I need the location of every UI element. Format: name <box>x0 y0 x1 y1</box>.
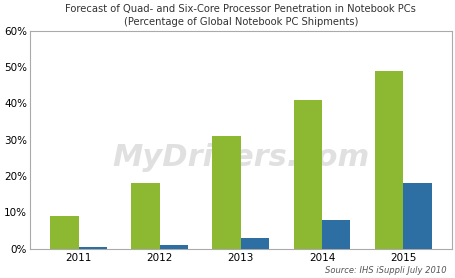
Bar <box>321 220 349 249</box>
Bar <box>78 247 107 249</box>
Bar <box>240 238 269 249</box>
Bar <box>293 100 321 249</box>
Bar <box>159 245 188 249</box>
Text: MyDrivers.com: MyDrivers.com <box>112 143 369 172</box>
Title: Forecast of Quad- and Six-Core Processor Penetration in Notebook PCs
(Percentage: Forecast of Quad- and Six-Core Processor… <box>66 4 415 27</box>
Text: Source: IHS iSuppli July 2010: Source: IHS iSuppli July 2010 <box>324 266 446 275</box>
Bar <box>402 183 430 249</box>
Bar <box>374 71 402 249</box>
Bar <box>50 216 78 249</box>
Bar <box>131 183 159 249</box>
Bar <box>212 136 240 249</box>
